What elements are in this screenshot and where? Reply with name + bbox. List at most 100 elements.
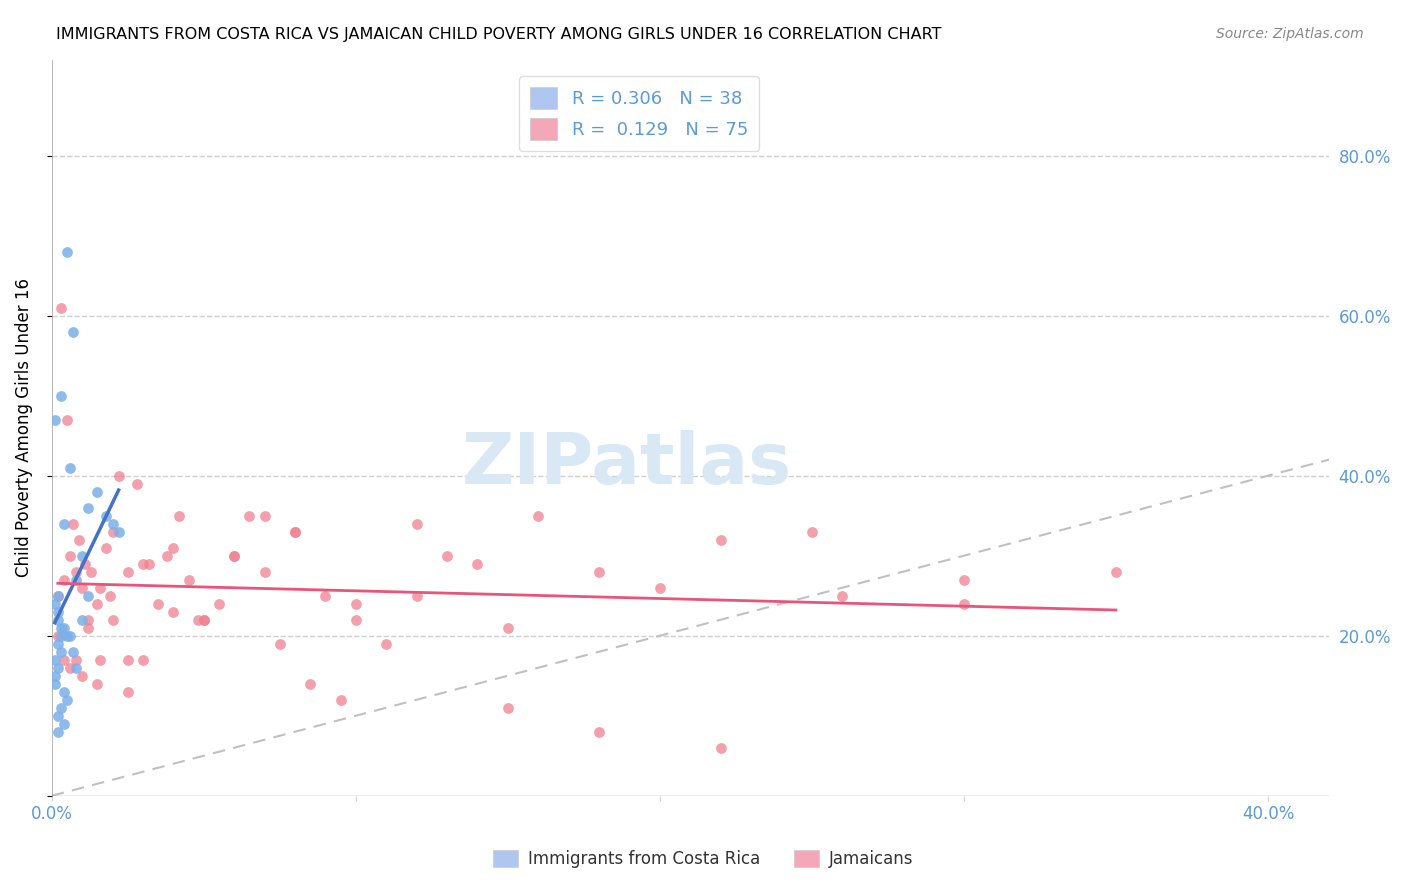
Point — [527, 508, 550, 523]
Point — [107, 524, 129, 539]
Point — [299, 677, 322, 691]
Point — [59, 549, 82, 563]
Point — [107, 468, 129, 483]
Point — [46, 708, 69, 723]
Point — [953, 597, 976, 611]
Point — [238, 508, 260, 523]
Point — [187, 613, 209, 627]
Point — [253, 565, 276, 579]
Point — [49, 621, 72, 635]
Point — [44, 412, 66, 426]
Point — [138, 557, 160, 571]
Point — [117, 565, 139, 579]
Text: ZIPatlas: ZIPatlas — [461, 430, 792, 499]
Point — [800, 524, 823, 539]
Point — [117, 653, 139, 667]
Point — [329, 692, 352, 706]
Point — [125, 476, 148, 491]
Point — [59, 661, 82, 675]
Point — [46, 605, 69, 619]
Point — [710, 533, 733, 547]
Point — [89, 581, 111, 595]
Point — [467, 557, 489, 571]
Point — [56, 412, 79, 426]
Point — [56, 244, 79, 259]
Point — [101, 524, 124, 539]
Point — [89, 653, 111, 667]
Point — [46, 724, 69, 739]
Point — [162, 605, 184, 619]
Point — [56, 629, 79, 643]
Point — [284, 524, 307, 539]
Point — [46, 661, 69, 675]
Point — [86, 677, 108, 691]
Point — [146, 597, 169, 611]
Point — [52, 716, 75, 731]
Point — [52, 516, 75, 531]
Point — [70, 669, 93, 683]
Point — [831, 589, 853, 603]
Point — [344, 597, 367, 611]
Point — [314, 589, 336, 603]
Point — [98, 589, 121, 603]
Point — [62, 516, 84, 531]
Point — [49, 389, 72, 403]
Point — [132, 557, 155, 571]
Point — [62, 325, 84, 339]
Point — [56, 692, 79, 706]
Point — [86, 597, 108, 611]
Point — [344, 613, 367, 627]
Point — [224, 549, 246, 563]
Point — [156, 549, 179, 563]
Point — [169, 508, 191, 523]
Point — [65, 565, 87, 579]
Point — [46, 637, 69, 651]
Point — [177, 573, 200, 587]
Point — [405, 516, 427, 531]
Point — [284, 524, 307, 539]
Point — [49, 700, 72, 714]
Point — [132, 653, 155, 667]
Text: Source: ZipAtlas.com: Source: ZipAtlas.com — [1216, 27, 1364, 41]
Point — [52, 653, 75, 667]
Point — [59, 629, 82, 643]
Point — [80, 565, 103, 579]
Point — [496, 700, 519, 714]
Point — [77, 613, 100, 627]
Point — [65, 661, 87, 675]
Point — [117, 684, 139, 698]
Point — [162, 541, 184, 555]
Point — [44, 597, 66, 611]
Point — [375, 637, 398, 651]
Point — [46, 629, 69, 643]
Text: IMMIGRANTS FROM COSTA RICA VS JAMAICAN CHILD POVERTY AMONG GIRLS UNDER 16 CORREL: IMMIGRANTS FROM COSTA RICA VS JAMAICAN C… — [56, 27, 942, 42]
Point — [46, 589, 69, 603]
Point — [77, 589, 100, 603]
Point — [77, 621, 100, 635]
Point — [405, 589, 427, 603]
Legend: R = 0.306   N = 38, R =  0.129   N = 75: R = 0.306 N = 38, R = 0.129 N = 75 — [519, 76, 759, 151]
Point — [436, 549, 458, 563]
Point — [59, 460, 82, 475]
Point — [52, 621, 75, 635]
Legend: Immigrants from Costa Rica, Jamaicans: Immigrants from Costa Rica, Jamaicans — [486, 843, 920, 875]
Point — [46, 589, 69, 603]
Point — [269, 637, 291, 651]
Point — [44, 653, 66, 667]
Point — [52, 573, 75, 587]
Point — [77, 500, 100, 515]
Point — [67, 533, 90, 547]
Point — [253, 508, 276, 523]
Point — [588, 565, 610, 579]
Point — [101, 516, 124, 531]
Point — [46, 613, 69, 627]
Point — [224, 549, 246, 563]
Point — [70, 581, 93, 595]
Point — [86, 484, 108, 499]
Point — [588, 724, 610, 739]
Point — [44, 677, 66, 691]
Point — [65, 653, 87, 667]
Point — [953, 573, 976, 587]
Point — [496, 621, 519, 635]
Point — [62, 645, 84, 659]
